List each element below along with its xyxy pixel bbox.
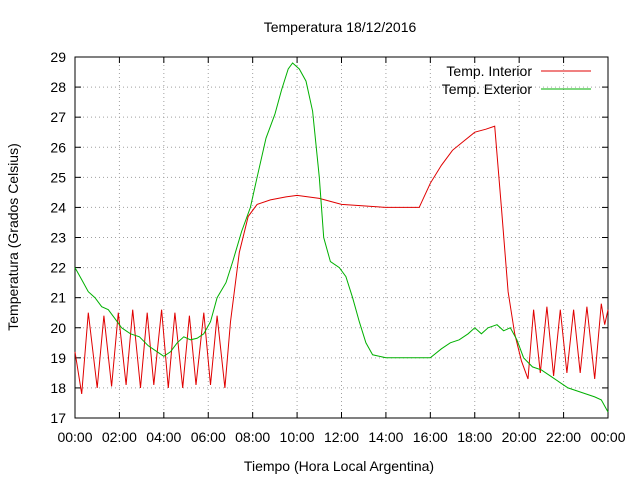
x-tick-labels: 00:00 02:00 04:00 06:00 08:00 10:00 12:00 14:00…: [57, 429, 625, 445]
chart-title: Temperatura 18/12/2016: [264, 19, 417, 35]
x-tick-label: 02:00: [102, 429, 137, 445]
series-lines: [74, 62, 609, 413]
series-line-interior: [74, 125, 609, 394]
y-tick-label: 25: [50, 169, 66, 185]
y-tick-label: 27: [50, 109, 66, 125]
y-tick-label: 24: [50, 199, 66, 215]
x-tick-label: 22:00: [546, 429, 581, 445]
x-tick-label: 12:00: [324, 429, 359, 445]
y-tick-label: 19: [50, 350, 66, 366]
x-tick-label: 20:00: [502, 429, 537, 445]
y-tick-label: 29: [50, 49, 66, 65]
y-tick-labels: 17 18 19 20 21 22 23 24 25 26 27 28 29: [50, 49, 66, 426]
x-axis-label: Tiempo (Hora Local Argentina): [244, 458, 434, 474]
y-axis-label: Temperatura (Grados Celsius): [5, 143, 21, 331]
y-tick-label: 20: [50, 320, 66, 336]
x-tick-label: 18:00: [457, 429, 492, 445]
x-tick-label: 10:00: [280, 429, 315, 445]
plot-frame: [74, 56, 609, 419]
grid: [75, 57, 608, 418]
x-tick-label: 14:00: [368, 429, 403, 445]
legend-label-interior: Temp. Interior: [446, 63, 532, 79]
x-tick-label: 00:00: [57, 429, 92, 445]
x-tick-label: 08:00: [235, 429, 270, 445]
y-tick-label: 18: [50, 380, 66, 396]
x-tick-label: 16:00: [413, 429, 448, 445]
legend-label-exterior: Temp. Exterior: [442, 81, 533, 97]
y-tick-label: 26: [50, 139, 66, 155]
x-tick-label: 00:00: [590, 429, 625, 445]
legend: Temp. Interior Temp. Exterior: [442, 63, 591, 97]
y-tick-label: 21: [50, 290, 66, 306]
y-tick-label: 17: [50, 410, 66, 426]
series-line-exterior: [74, 62, 609, 413]
y-tick-label: 28: [50, 79, 66, 95]
x-tick-label: 06:00: [191, 429, 226, 445]
y-tick-label: 22: [50, 260, 66, 276]
y-tick-label: 23: [50, 230, 66, 246]
x-tick-label: 04:00: [146, 429, 181, 445]
